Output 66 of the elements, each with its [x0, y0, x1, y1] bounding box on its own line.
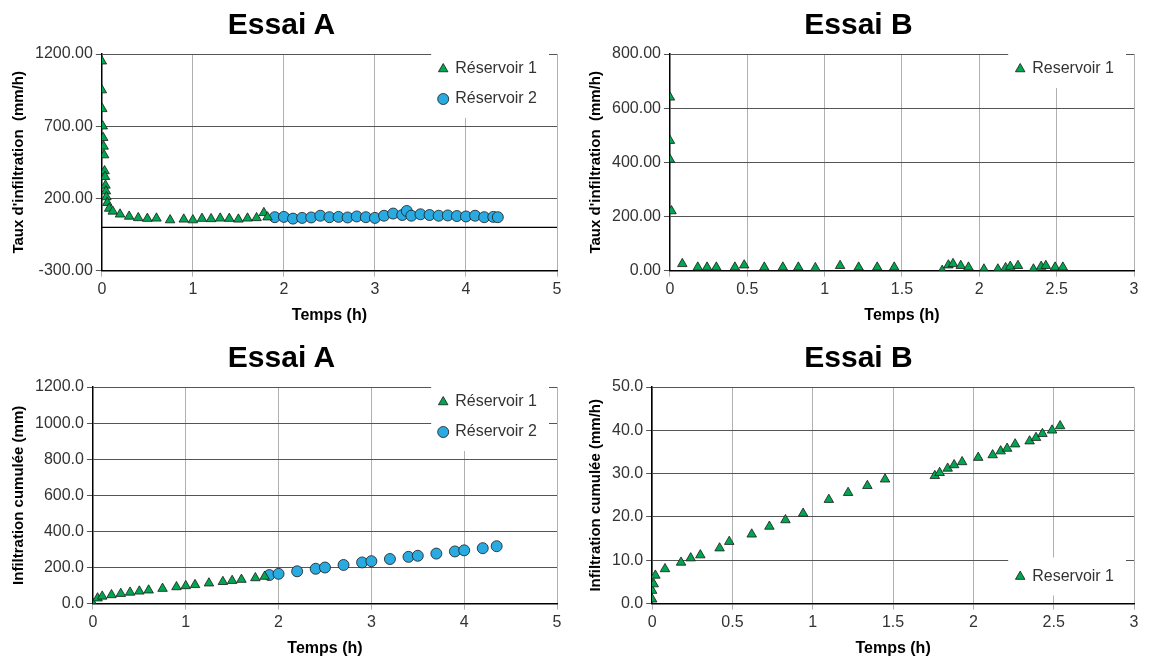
x-tick-label: 0 [88, 612, 98, 630]
x-axis-title: Temps (h) [291, 305, 368, 323]
x-tick-label: 2 [274, 612, 284, 630]
x-tick-label: 1.5 [881, 612, 905, 630]
x-tick-label: 1 [820, 279, 830, 297]
x-axis-title: Temps (h) [864, 305, 940, 323]
y-tick-label: -300.00 [38, 261, 93, 279]
legend-label: Réservoir 1 [455, 59, 538, 77]
x-tick-label: 2.5 [1042, 612, 1065, 630]
y-axis-title: Infiltration cumulée (mm/h) [586, 399, 604, 592]
x-tick-label: 2 [974, 279, 984, 297]
x-tick-label: 0 [97, 279, 107, 297]
y-tick-label: 20.0 [612, 507, 644, 525]
x-tick-label: 2 [279, 279, 289, 297]
x-tick-label: 3 [1129, 279, 1139, 297]
x-tick-label: 3 [1129, 612, 1139, 630]
x-tick-label: 5 [552, 612, 562, 630]
y-tick-label: 600.00 [612, 98, 662, 116]
y-tick-label: 0.0 [620, 594, 644, 612]
x-tick-label: 5 [552, 279, 562, 297]
y-tick-label: 40.0 [612, 420, 644, 438]
y-tick-label: 50.0 [612, 377, 644, 395]
x-tick-label: 1 [808, 612, 818, 630]
y-tick-label: 400.0 [43, 521, 85, 539]
x-tick-label: 0.5 [721, 612, 744, 630]
y-tick-label: 0.0 [61, 594, 85, 612]
x-tick-label: 2.5 [1045, 279, 1068, 297]
y-axis-title: Taux d'infiltration (mm/h) [586, 71, 604, 254]
x-tick-label: 1 [181, 612, 191, 630]
x-axis-title: Temps (h) [287, 638, 363, 656]
y-tick-label: 10.0 [612, 550, 644, 568]
x-tick-label: 0.5 [736, 279, 759, 297]
x-axis-title: Temps (h) [855, 638, 931, 656]
y-tick-label: 800.00 [612, 44, 662, 62]
y-tick-label: 600.0 [43, 485, 85, 503]
legend-label: Reservoir 1 [1032, 59, 1115, 77]
y-tick-label: 1200.0 [35, 377, 85, 395]
y-tick-label: 800.0 [43, 449, 85, 467]
x-tick-label: 3 [366, 612, 376, 630]
y-tick-label: 200.0 [43, 557, 85, 575]
chart-title: Essai B [804, 340, 913, 374]
x-tick-label: 4 [459, 612, 469, 630]
chart-title: Essai A [227, 340, 336, 374]
legend-label: Réservoir 2 [455, 89, 538, 107]
x-tick-label: 2 [968, 612, 978, 630]
y-tick-label: 200.00 [43, 188, 93, 206]
y-tick-label: 1200.00 [34, 44, 93, 62]
chart-title: Essai A [227, 7, 336, 41]
chart-title: Essai B [804, 7, 913, 41]
y-tick-label: 400.00 [612, 152, 662, 170]
x-tick-label: 1 [188, 279, 198, 297]
y-tick-label: 0.00 [629, 261, 662, 279]
y-axis-title: Infiltration cumulée (mm) [9, 405, 27, 585]
x-tick-label: 3 [370, 279, 380, 297]
x-tick-label: 4 [461, 279, 471, 297]
y-tick-label: 30.0 [612, 464, 644, 482]
y-tick-label: 200.00 [612, 206, 662, 224]
legend-label: Réservoir 1 [455, 392, 538, 410]
y-tick-label: 700.00 [43, 116, 93, 134]
y-axis-title: Taux d'infiltration (mm/h) [9, 71, 27, 254]
legend-label: Reservoir 1 [1032, 567, 1115, 585]
y-tick-label: 1000.0 [35, 413, 85, 431]
legend-label: Réservoir 2 [455, 422, 538, 440]
x-tick-label: 0 [665, 279, 675, 297]
x-tick-label: 0 [647, 612, 657, 630]
x-tick-label: 1.5 [890, 279, 914, 297]
